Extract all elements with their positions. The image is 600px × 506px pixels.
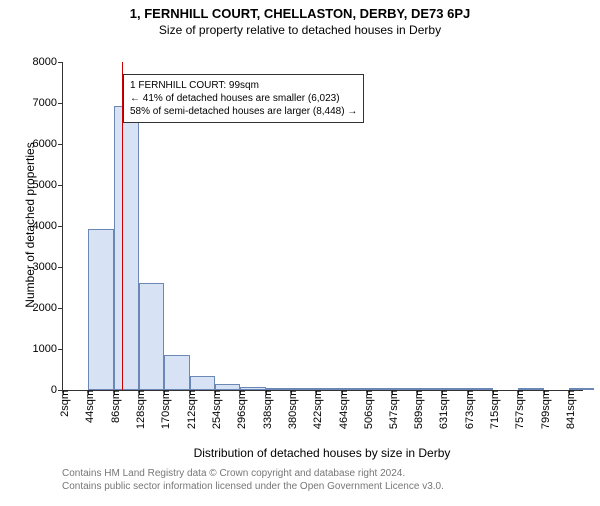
ytick-label: 4000 bbox=[33, 220, 63, 232]
xtick-label: 380sqm bbox=[287, 390, 299, 429]
ytick-label: 8000 bbox=[33, 56, 63, 68]
xtick-label: 212sqm bbox=[186, 390, 198, 429]
histogram-bar bbox=[569, 388, 594, 390]
histogram-bar bbox=[442, 388, 467, 390]
xtick-label: 841sqm bbox=[565, 390, 577, 429]
info-line-1: 1 FERNHILL COURT: 99sqm bbox=[130, 79, 357, 92]
histogram-bar bbox=[342, 388, 367, 390]
histogram-bar bbox=[114, 106, 139, 390]
xtick-label: 589sqm bbox=[413, 390, 425, 429]
histogram-bar bbox=[518, 388, 543, 390]
plot-area: 0100020003000400050006000700080002sqm44s… bbox=[62, 62, 583, 391]
xtick-label: 464sqm bbox=[338, 390, 350, 429]
ytick-label: 3000 bbox=[33, 261, 63, 273]
xtick-label: 631sqm bbox=[438, 390, 450, 429]
xtick-label: 673sqm bbox=[464, 390, 476, 429]
chart-subtitle: Size of property relative to detached ho… bbox=[0, 23, 600, 37]
ytick-label: 6000 bbox=[33, 138, 63, 150]
xtick-label: 170sqm bbox=[160, 390, 172, 429]
xtick-label: 757sqm bbox=[514, 390, 526, 429]
histogram-bar bbox=[164, 355, 189, 390]
histogram-bar bbox=[367, 388, 392, 390]
info-line-3: 58% of semi-detached houses are larger (… bbox=[130, 105, 357, 118]
footer-line-2: Contains public sector information licen… bbox=[62, 481, 444, 494]
histogram-bar bbox=[266, 388, 291, 390]
ytick-label: 5000 bbox=[33, 179, 63, 191]
histogram-bar bbox=[190, 376, 215, 390]
y-axis-label: Number of detached properties bbox=[23, 125, 37, 325]
histogram-bar bbox=[139, 283, 164, 390]
histogram-bar bbox=[240, 387, 265, 390]
ytick-label: 7000 bbox=[33, 97, 63, 109]
xtick-label: 547sqm bbox=[388, 390, 400, 429]
xtick-label: 2sqm bbox=[59, 390, 71, 417]
info-line-2: ← 41% of detached houses are smaller (6,… bbox=[130, 92, 357, 105]
ytick-label: 2000 bbox=[33, 302, 63, 314]
histogram-bar bbox=[215, 384, 240, 390]
histogram-bar bbox=[316, 388, 341, 390]
histogram-bar bbox=[88, 229, 113, 390]
xtick-label: 254sqm bbox=[211, 390, 223, 429]
histogram-bar bbox=[392, 388, 417, 390]
histogram-bar bbox=[417, 388, 442, 390]
histogram-bar bbox=[468, 388, 493, 390]
xtick-label: 715sqm bbox=[489, 390, 501, 429]
ytick-label: 1000 bbox=[33, 343, 63, 355]
xtick-label: 296sqm bbox=[236, 390, 248, 429]
footer: Contains HM Land Registry data © Crown c… bbox=[62, 468, 444, 493]
xtick-label: 86sqm bbox=[110, 390, 122, 423]
xtick-label: 44sqm bbox=[84, 390, 96, 423]
histogram-bar bbox=[291, 388, 316, 390]
xtick-label: 422sqm bbox=[312, 390, 324, 429]
xtick-label: 506sqm bbox=[363, 390, 375, 429]
chart-title: 1, FERNHILL COURT, CHELLASTON, DERBY, DE… bbox=[0, 6, 600, 21]
footer-line-1: Contains HM Land Registry data © Crown c… bbox=[62, 468, 444, 481]
x-axis-label: Distribution of detached houses by size … bbox=[62, 446, 582, 460]
xtick-label: 338sqm bbox=[262, 390, 274, 429]
xtick-label: 799sqm bbox=[540, 390, 552, 429]
xtick-label: 128sqm bbox=[135, 390, 147, 429]
info-box: 1 FERNHILL COURT: 99sqm ← 41% of detache… bbox=[123, 74, 364, 123]
